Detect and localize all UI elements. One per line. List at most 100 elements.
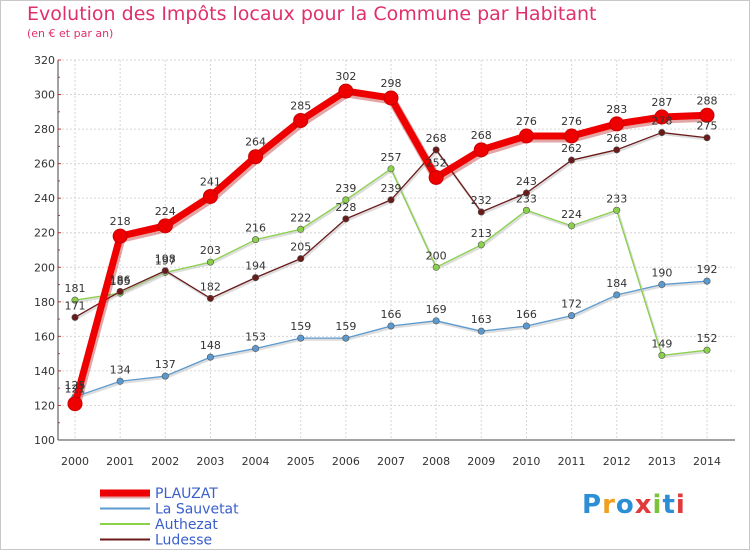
x-tick-label: 2011 — [558, 455, 586, 468]
data-label: 192 — [697, 263, 718, 276]
data-label: 198 — [155, 253, 176, 266]
data-label: 264 — [245, 136, 266, 149]
data-label: 232 — [471, 194, 492, 207]
data-label: 252 — [426, 156, 447, 169]
series-layer — [67, 83, 715, 412]
data-point — [383, 90, 399, 106]
data-point — [703, 346, 711, 354]
data-point — [387, 165, 395, 173]
data-label: 205 — [290, 241, 311, 254]
data-point — [432, 317, 440, 325]
data-point — [699, 107, 715, 123]
chart-title: Evolution des Impôts locaux pour la Comm… — [27, 3, 597, 25]
data-point — [248, 149, 264, 165]
legend-item-ludesse: Ludesse — [100, 533, 212, 549]
data-point — [161, 372, 169, 380]
x-tick-label: 2002 — [151, 455, 179, 468]
data-point — [613, 146, 621, 154]
data-label: 166 — [381, 308, 402, 321]
legend-item-la-sauvetat: La Sauvetat — [100, 502, 239, 518]
data-point — [522, 189, 530, 197]
data-label: 182 — [200, 280, 221, 293]
data-label: 287 — [651, 96, 672, 109]
data-label: 172 — [561, 298, 582, 311]
data-label: 159 — [335, 320, 356, 333]
data-label: 149 — [651, 337, 672, 350]
data-point — [112, 228, 128, 244]
y-tick-label: 180 — [34, 296, 55, 309]
legend-label: La Sauvetat — [155, 502, 239, 518]
legend-label: Ludesse — [155, 533, 212, 549]
legend-label: PLAUZAT — [155, 486, 218, 502]
logo-letter: i — [652, 490, 663, 520]
data-point — [252, 236, 260, 244]
y-tick-label: 200 — [34, 261, 55, 274]
data-label: 181 — [65, 282, 86, 295]
data-point — [613, 206, 621, 214]
y-tick-label: 260 — [34, 158, 55, 171]
data-point — [116, 287, 124, 295]
data-point — [71, 313, 79, 321]
legend-item-plauzat: PLAUZAT — [100, 486, 218, 502]
data-point — [658, 281, 666, 289]
data-point — [522, 322, 530, 330]
data-label: 200 — [426, 249, 447, 262]
data-point — [477, 208, 485, 216]
legend-item-authezat: Authezat — [100, 517, 218, 533]
data-label: 134 — [110, 363, 131, 376]
x-tick-label: 2013 — [648, 455, 676, 468]
logo-letter: r — [602, 490, 616, 520]
data-point — [477, 327, 485, 335]
data-point — [564, 128, 580, 144]
data-point — [522, 206, 530, 214]
x-tick-label: 2014 — [693, 455, 721, 468]
data-point — [293, 112, 309, 128]
data-label: 278 — [651, 115, 672, 128]
data-point — [157, 218, 173, 234]
data-point — [473, 142, 489, 158]
data-point — [703, 277, 711, 285]
data-point — [297, 255, 305, 263]
data-point — [609, 116, 625, 132]
data-point — [613, 291, 621, 299]
data-label: 276 — [561, 115, 582, 128]
data-point — [202, 188, 218, 204]
data-label: 185 — [110, 275, 131, 288]
data-label: 121 — [65, 383, 86, 396]
data-point — [654, 109, 670, 125]
data-point — [342, 215, 350, 223]
proxiti-logo: Proxiti — [582, 490, 686, 520]
data-label: 222 — [290, 211, 311, 224]
series-authezat — [71, 165, 711, 359]
data-point — [67, 396, 83, 412]
data-label: 186 — [110, 273, 131, 286]
data-point — [206, 353, 214, 361]
data-label: 257 — [381, 151, 402, 164]
data-point — [252, 344, 260, 352]
data-label: 288 — [697, 94, 718, 107]
data-label: 184 — [606, 277, 627, 290]
data-label: 148 — [200, 339, 221, 352]
data-label: 153 — [245, 330, 266, 343]
data-label: 243 — [516, 175, 537, 188]
y-tick-label: 320 — [34, 54, 55, 67]
data-point — [568, 222, 576, 230]
x-tick-label: 2000 — [61, 455, 89, 468]
chart-subtitle: (en € et par an) — [27, 27, 114, 40]
x-tick-label: 2004 — [242, 455, 270, 468]
data-label: 213 — [471, 227, 492, 240]
data-label: 169 — [426, 303, 447, 316]
y-tick-label: 120 — [34, 399, 55, 412]
x-tick-label: 2010 — [512, 455, 540, 468]
data-point — [297, 225, 305, 233]
series-la-sauvetat — [71, 277, 711, 401]
y-tick-label: 100 — [34, 434, 55, 447]
legend-label: Authezat — [155, 517, 218, 533]
data-point — [342, 334, 350, 342]
data-point — [206, 294, 214, 302]
data-point — [297, 334, 305, 342]
y-tick-label: 240 — [34, 192, 55, 205]
data-point — [387, 196, 395, 204]
